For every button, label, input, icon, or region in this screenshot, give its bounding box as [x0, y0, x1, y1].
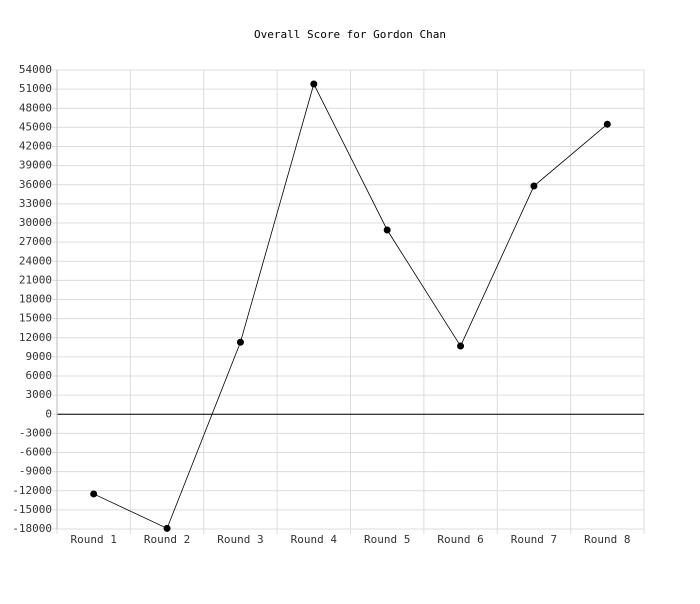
y-tick-label: -18000 — [12, 522, 52, 535]
y-tick-label: 0 — [45, 407, 52, 420]
y-tick-label: -15000 — [12, 503, 52, 516]
y-tick-label: 24000 — [19, 254, 52, 267]
data-point — [310, 80, 318, 88]
y-tick-label: 27000 — [19, 235, 52, 248]
y-tick-label: 36000 — [19, 178, 52, 191]
x-tick-label: Round 4 — [291, 533, 338, 546]
data-point — [90, 490, 98, 498]
x-tick-label: Round 8 — [584, 533, 630, 546]
y-tick-label: 42000 — [19, 140, 52, 153]
x-tick-label: Round 5 — [364, 533, 410, 546]
x-tick-label: Round 6 — [437, 533, 483, 546]
y-tick-label: -12000 — [12, 484, 52, 497]
y-tick-label: -3000 — [19, 426, 52, 439]
y-tick-label: -9000 — [19, 465, 52, 478]
x-tick-label: Round 2 — [144, 533, 190, 546]
x-tick-label: Round 1 — [71, 533, 117, 546]
y-tick-label: 21000 — [19, 273, 52, 286]
y-tick-label: 12000 — [19, 331, 52, 344]
data-point — [603, 120, 611, 128]
y-tick-label: 54000 — [19, 63, 52, 76]
data-point — [383, 226, 391, 234]
data-point — [457, 342, 465, 350]
y-tick-label: 45000 — [19, 120, 52, 133]
y-tick-label: 6000 — [26, 369, 53, 382]
y-tick-label: 48000 — [19, 101, 52, 114]
data-point — [163, 524, 171, 532]
x-tick-label: Round 3 — [217, 533, 263, 546]
y-tick-label: 15000 — [19, 312, 52, 325]
x-tick-label: Round 7 — [511, 533, 557, 546]
y-tick-label: 51000 — [19, 82, 52, 95]
y-tick-label: 30000 — [19, 216, 52, 229]
y-tick-label: 18000 — [19, 293, 52, 306]
y-tick-label: 39000 — [19, 159, 52, 172]
data-point — [530, 182, 538, 190]
chart-title: Overall Score for Gordon Chan — [254, 28, 446, 41]
y-tick-label: 3000 — [26, 388, 53, 401]
data-point — [236, 338, 244, 346]
y-tick-label: -6000 — [19, 446, 52, 459]
y-tick-label: 9000 — [26, 350, 53, 363]
y-tick-label: 33000 — [19, 197, 52, 210]
series-line — [93, 82, 608, 529]
